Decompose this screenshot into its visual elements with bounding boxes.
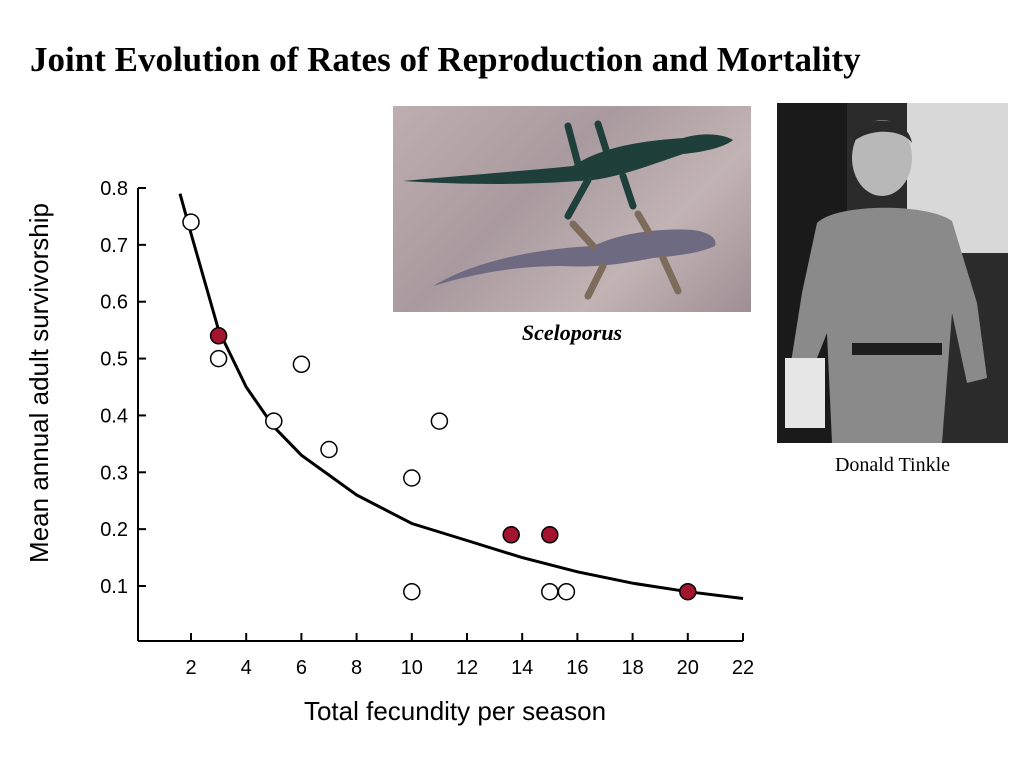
x-tick-label: 2 — [185, 657, 196, 679]
x-tick-label: 16 — [566, 657, 588, 679]
filled-data-point — [209, 327, 228, 345]
person-photo — [777, 103, 1008, 443]
x-tick-label: 10 — [401, 657, 423, 679]
x-tick-label: 12 — [456, 657, 478, 679]
x-tick-label: 14 — [511, 657, 533, 679]
lizard-caption: Sceloporus — [521, 320, 623, 345]
open-data-point — [292, 355, 311, 374]
person-caption: Donald Tinkle — [834, 454, 951, 476]
open-data-point — [541, 582, 559, 601]
y-tick-label: 0.2 — [100, 519, 128, 541]
lizard-photo — [393, 106, 751, 312]
slide-title: Joint Evolution of Rates of Reproduction… — [30, 40, 861, 79]
axes: 0.1 0.2 0.3 0.4 0.5 0.6 0.7 0.8 2 4 6 8 10 12 14 16 18 20… — [100, 178, 754, 679]
x-tick-label: 4 — [241, 657, 252, 679]
open-data-point — [182, 213, 200, 231]
y-tick-label: 0.3 — [100, 462, 128, 484]
open-data-point — [430, 412, 449, 430]
y-tick-label: 0.5 — [100, 349, 128, 371]
x-tick-label: 20 — [677, 657, 699, 679]
x-tick-label: 18 — [621, 657, 643, 679]
y-axis-title: Mean annual adult survivorship — [24, 203, 54, 563]
y-tick-label: 0.4 — [100, 405, 128, 427]
y-tick-label: 0.6 — [100, 292, 128, 314]
open-data-point — [403, 469, 421, 487]
open-data-point — [403, 582, 421, 601]
x-tick-label: 6 — [296, 657, 307, 679]
filled-data-point — [541, 526, 559, 544]
y-tick-label: 0.8 — [100, 178, 128, 200]
open-data-point — [265, 412, 283, 430]
x-tick-label: 22 — [732, 657, 754, 679]
points-layer — [182, 213, 697, 601]
filled-data-point — [502, 526, 520, 544]
filled-data-point — [679, 582, 697, 601]
open-data-point — [557, 582, 576, 601]
open-data-point — [209, 349, 228, 368]
y-tick-label: 0.1 — [100, 576, 128, 598]
open-data-point — [320, 440, 338, 459]
y-tick-label: 0.7 — [100, 235, 128, 257]
x-axis-title: Total fecundity per season — [304, 696, 606, 726]
x-tick-label: 8 — [351, 657, 362, 679]
